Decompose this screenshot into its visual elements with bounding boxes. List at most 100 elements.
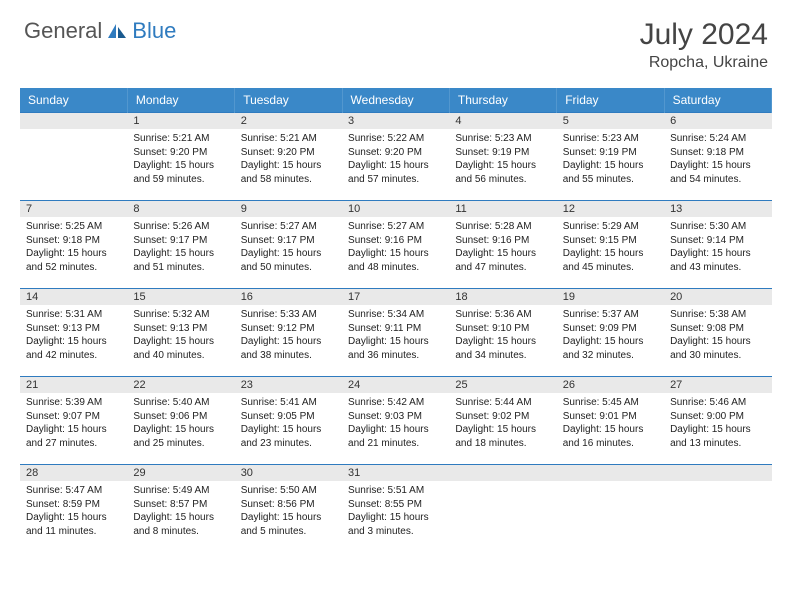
daylight-line: Daylight: 15 hours and 30 minutes. bbox=[670, 335, 765, 362]
sunrise-line: Sunrise: 5:28 AM bbox=[455, 220, 550, 234]
daylight-line: Daylight: 15 hours and 42 minutes. bbox=[26, 335, 121, 362]
day-content: Sunrise: 5:32 AMSunset: 9:13 PMDaylight:… bbox=[127, 305, 234, 366]
calendar-cell: 28Sunrise: 5:47 AMSunset: 8:59 PMDayligh… bbox=[20, 465, 127, 553]
day-content: Sunrise: 5:27 AMSunset: 9:17 PMDaylight:… bbox=[235, 217, 342, 278]
day-content bbox=[449, 481, 556, 488]
day-content: Sunrise: 5:34 AMSunset: 9:11 PMDaylight:… bbox=[342, 305, 449, 366]
day-content: Sunrise: 5:49 AMSunset: 8:57 PMDaylight:… bbox=[127, 481, 234, 542]
daylight-line: Daylight: 15 hours and 55 minutes. bbox=[563, 159, 658, 186]
day-number: 7 bbox=[20, 201, 127, 217]
day-number: 22 bbox=[127, 377, 234, 393]
location: Ropcha, Ukraine bbox=[640, 54, 768, 72]
weekday-header: Friday bbox=[557, 88, 664, 113]
sunrise-line: Sunrise: 5:36 AM bbox=[455, 308, 550, 322]
day-content: Sunrise: 5:28 AMSunset: 9:16 PMDaylight:… bbox=[449, 217, 556, 278]
day-content bbox=[20, 129, 127, 136]
sunset-line: Sunset: 9:13 PM bbox=[133, 322, 228, 336]
sunrise-line: Sunrise: 5:30 AM bbox=[670, 220, 765, 234]
calendar-cell: 26Sunrise: 5:45 AMSunset: 9:01 PMDayligh… bbox=[557, 377, 664, 465]
calendar-cell: 6Sunrise: 5:24 AMSunset: 9:18 PMDaylight… bbox=[664, 113, 771, 201]
day-number: 31 bbox=[342, 465, 449, 481]
day-content: Sunrise: 5:30 AMSunset: 9:14 PMDaylight:… bbox=[664, 217, 771, 278]
day-number: 19 bbox=[557, 289, 664, 305]
daylight-line: Daylight: 15 hours and 23 minutes. bbox=[241, 423, 336, 450]
calendar-cell: 25Sunrise: 5:44 AMSunset: 9:02 PMDayligh… bbox=[449, 377, 556, 465]
day-number: 29 bbox=[127, 465, 234, 481]
sunrise-line: Sunrise: 5:49 AM bbox=[133, 484, 228, 498]
day-content: Sunrise: 5:23 AMSunset: 9:19 PMDaylight:… bbox=[449, 129, 556, 190]
day-number: 26 bbox=[557, 377, 664, 393]
calendar-cell: 10Sunrise: 5:27 AMSunset: 9:16 PMDayligh… bbox=[342, 201, 449, 289]
sunrise-line: Sunrise: 5:37 AM bbox=[563, 308, 658, 322]
day-content: Sunrise: 5:47 AMSunset: 8:59 PMDaylight:… bbox=[20, 481, 127, 542]
sunset-line: Sunset: 8:55 PM bbox=[348, 498, 443, 512]
header: General Blue July 2024 Ropcha, Ukraine bbox=[0, 0, 792, 82]
calendar-cell: 7 Sunrise: 5:25 AMSunset: 9:18 PMDaylight… bbox=[20, 201, 127, 289]
day-number: 12 bbox=[557, 201, 664, 217]
day-content: Sunrise: 5:44 AMSunset: 9:02 PMDaylight:… bbox=[449, 393, 556, 454]
day-number: 23 bbox=[235, 377, 342, 393]
sunset-line: Sunset: 9:15 PM bbox=[563, 234, 658, 248]
calendar-cell bbox=[664, 465, 771, 553]
calendar-cell: 20Sunrise: 5:38 AMSunset: 9:08 PMDayligh… bbox=[664, 289, 771, 377]
sunrise-line: Sunrise: 5:26 AM bbox=[133, 220, 228, 234]
day-content: Sunrise: 5:22 AMSunset: 9:20 PMDaylight:… bbox=[342, 129, 449, 190]
sunset-line: Sunset: 9:02 PM bbox=[455, 410, 550, 424]
logo-text-general: General bbox=[24, 18, 102, 44]
calendar-body: 1Sunrise: 5:21 AMSunset: 9:20 PMDaylight… bbox=[20, 113, 772, 553]
daylight-line: Daylight: 15 hours and 58 minutes. bbox=[241, 159, 336, 186]
daylight-line: Daylight: 15 hours and 56 minutes. bbox=[455, 159, 550, 186]
daylight-line: Daylight: 15 hours and 34 minutes. bbox=[455, 335, 550, 362]
day-number: 9 bbox=[235, 201, 342, 217]
day-content bbox=[664, 481, 771, 488]
sunset-line: Sunset: 9:00 PM bbox=[670, 410, 765, 424]
calendar-cell: 5Sunrise: 5:23 AMSunset: 9:19 PMDaylight… bbox=[557, 113, 664, 201]
day-number: 1 bbox=[127, 113, 234, 129]
daylight-line: Daylight: 15 hours and 52 minutes. bbox=[26, 247, 121, 274]
day-content: Sunrise: 5:31 AMSunset: 9:13 PMDaylight:… bbox=[20, 305, 127, 366]
calendar-cell: 30Sunrise: 5:50 AMSunset: 8:56 PMDayligh… bbox=[235, 465, 342, 553]
calendar-row: 1Sunrise: 5:21 AMSunset: 9:20 PMDaylight… bbox=[20, 113, 772, 201]
daylight-line: Daylight: 15 hours and 50 minutes. bbox=[241, 247, 336, 274]
weekday-header: Saturday bbox=[664, 88, 771, 113]
calendar-cell: 19Sunrise: 5:37 AMSunset: 9:09 PMDayligh… bbox=[557, 289, 664, 377]
sunrise-line: Sunrise: 5:45 AM bbox=[563, 396, 658, 410]
day-number bbox=[449, 465, 556, 481]
day-content bbox=[557, 481, 664, 488]
calendar-cell: 14Sunrise: 5:31 AMSunset: 9:13 PMDayligh… bbox=[20, 289, 127, 377]
day-content: Sunrise: 5:33 AMSunset: 9:12 PMDaylight:… bbox=[235, 305, 342, 366]
sunrise-line: Sunrise: 5:25 AM bbox=[26, 220, 121, 234]
calendar-row: 21Sunrise: 5:39 AMSunset: 9:07 PMDayligh… bbox=[20, 377, 772, 465]
sunset-line: Sunset: 9:08 PM bbox=[670, 322, 765, 336]
day-number bbox=[20, 113, 127, 129]
sunset-line: Sunset: 9:20 PM bbox=[241, 146, 336, 160]
weekday-header-row: SundayMondayTuesdayWednesdayThursdayFrid… bbox=[20, 88, 772, 113]
sunrise-line: Sunrise: 5:44 AM bbox=[455, 396, 550, 410]
day-number: 10 bbox=[342, 201, 449, 217]
calendar-cell: 1Sunrise: 5:21 AMSunset: 9:20 PMDaylight… bbox=[127, 113, 234, 201]
sunset-line: Sunset: 9:20 PM bbox=[133, 146, 228, 160]
calendar-cell: 3Sunrise: 5:22 AMSunset: 9:20 PMDaylight… bbox=[342, 113, 449, 201]
daylight-line: Daylight: 15 hours and 18 minutes. bbox=[455, 423, 550, 450]
sunrise-line: Sunrise: 5:23 AM bbox=[455, 132, 550, 146]
day-number: 17 bbox=[342, 289, 449, 305]
day-number bbox=[557, 465, 664, 481]
day-number bbox=[664, 465, 771, 481]
sunset-line: Sunset: 9:11 PM bbox=[348, 322, 443, 336]
sunset-line: Sunset: 9:18 PM bbox=[26, 234, 121, 248]
sunrise-line: Sunrise: 5:32 AM bbox=[133, 308, 228, 322]
sunrise-line: Sunrise: 5:22 AM bbox=[348, 132, 443, 146]
calendar-cell: 2Sunrise: 5:21 AMSunset: 9:20 PMDaylight… bbox=[235, 113, 342, 201]
daylight-line: Daylight: 15 hours and 38 minutes. bbox=[241, 335, 336, 362]
logo-sail-icon bbox=[106, 22, 128, 40]
weekday-header: Wednesday bbox=[342, 88, 449, 113]
daylight-line: Daylight: 15 hours and 27 minutes. bbox=[26, 423, 121, 450]
day-number: 21 bbox=[20, 377, 127, 393]
sunrise-line: Sunrise: 5:23 AM bbox=[563, 132, 658, 146]
day-content: Sunrise: 5:36 AMSunset: 9:10 PMDaylight:… bbox=[449, 305, 556, 366]
sunset-line: Sunset: 9:01 PM bbox=[563, 410, 658, 424]
weekday-header: Monday bbox=[127, 88, 234, 113]
day-content: Sunrise: 5:46 AMSunset: 9:00 PMDaylight:… bbox=[664, 393, 771, 454]
daylight-line: Daylight: 15 hours and 51 minutes. bbox=[133, 247, 228, 274]
calendar-cell: 21Sunrise: 5:39 AMSunset: 9:07 PMDayligh… bbox=[20, 377, 127, 465]
